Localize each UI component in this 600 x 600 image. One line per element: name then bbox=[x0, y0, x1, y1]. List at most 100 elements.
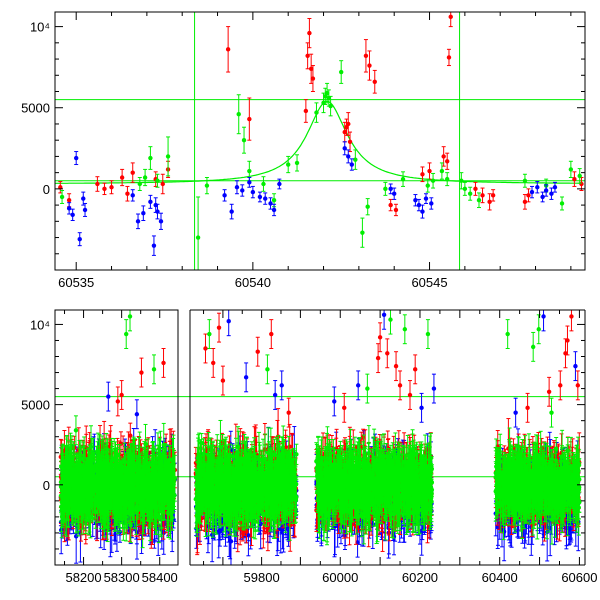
data-point-green bbox=[286, 162, 290, 166]
data-point-green bbox=[440, 169, 444, 173]
data-point-green bbox=[314, 110, 318, 114]
data-point-blue bbox=[429, 201, 433, 205]
data-point-blue bbox=[540, 195, 544, 199]
data-point-green bbox=[295, 161, 299, 165]
data-point-blue bbox=[424, 196, 428, 200]
data-point-red bbox=[427, 169, 431, 173]
data-point-red bbox=[161, 182, 165, 186]
data-point-blue bbox=[251, 190, 255, 194]
data-point-green bbox=[242, 138, 246, 142]
data-point-green bbox=[477, 198, 481, 202]
data-point-green bbox=[143, 175, 147, 179]
data-point-green bbox=[205, 183, 209, 187]
data-point-red bbox=[311, 76, 315, 80]
data-point-blue bbox=[70, 213, 74, 217]
data-point-blue bbox=[535, 185, 539, 189]
data-point-blue bbox=[136, 219, 140, 223]
data-point-green bbox=[261, 182, 265, 186]
x-tick-label: 60535 bbox=[58, 275, 94, 290]
data-point-red bbox=[247, 117, 251, 121]
data-point-green bbox=[247, 169, 251, 173]
bottom-panel-full-lightcurve: 58200 58300 58400 59800 60000 60200 60400 60600… bbox=[21, 300, 597, 585]
top-plot-frame bbox=[55, 12, 585, 270]
data-point-green bbox=[569, 167, 573, 171]
data-point-green bbox=[237, 112, 241, 116]
data-point-green bbox=[431, 179, 435, 183]
data-point-blue bbox=[247, 180, 251, 184]
data-point-blue bbox=[78, 237, 82, 241]
data-point-red bbox=[131, 170, 135, 174]
data-point-green bbox=[166, 154, 170, 158]
top-plot-area bbox=[55, 7, 585, 278]
data-point-green bbox=[426, 183, 430, 187]
data-point-blue bbox=[258, 195, 262, 199]
data-point-blue bbox=[392, 192, 396, 196]
top-panel-zoom-lightcurve: 60535 60540 60545 0 5000 10⁴ bbox=[21, 7, 585, 290]
data-point-blue bbox=[388, 187, 392, 191]
data-point-blue bbox=[229, 209, 233, 213]
data-point-blue bbox=[131, 193, 135, 197]
data-point-green bbox=[196, 235, 200, 239]
data-point-red bbox=[388, 203, 392, 207]
data-point-blue bbox=[235, 185, 239, 189]
data-point-red bbox=[304, 109, 308, 113]
data-point-blue bbox=[413, 198, 417, 202]
data-point-red bbox=[226, 47, 230, 51]
data-point-blue bbox=[83, 208, 87, 212]
data-point-green bbox=[339, 70, 343, 74]
data-point-red bbox=[491, 193, 495, 197]
data-point-green bbox=[155, 179, 159, 183]
data-point-blue bbox=[277, 182, 281, 186]
data-point-blue bbox=[159, 219, 163, 223]
data-point-red bbox=[373, 80, 377, 84]
data-point-blue bbox=[152, 243, 156, 247]
x-tick-label: 60540 bbox=[235, 275, 271, 290]
data-point-red bbox=[95, 182, 99, 186]
data-point-red bbox=[441, 154, 445, 158]
data-point-red bbox=[307, 31, 311, 35]
data-point-red bbox=[526, 193, 530, 197]
data-point-blue bbox=[530, 190, 534, 194]
y-tick-label: 10⁴ bbox=[30, 20, 50, 35]
data-point-blue bbox=[74, 156, 78, 160]
data-point-red bbox=[367, 63, 371, 67]
data-point-red bbox=[449, 15, 453, 19]
data-point-green bbox=[523, 179, 527, 183]
data-point-green bbox=[560, 201, 564, 205]
y-tick-label: 0 bbox=[43, 182, 50, 197]
data-point-red bbox=[67, 198, 71, 202]
data-point-green bbox=[366, 205, 370, 209]
data-point-green bbox=[138, 182, 142, 186]
data-point-red bbox=[447, 55, 451, 59]
data-point-green bbox=[60, 195, 64, 199]
data-point-green bbox=[578, 174, 582, 178]
data-point-blue bbox=[346, 154, 350, 158]
data-point-blue bbox=[263, 196, 267, 200]
data-point-red bbox=[394, 208, 398, 212]
data-point-red bbox=[102, 187, 106, 191]
y-tick-label: 5000 bbox=[21, 101, 50, 116]
data-point-red bbox=[109, 185, 113, 189]
data-point-blue bbox=[222, 193, 226, 197]
data-point-red bbox=[364, 54, 368, 58]
data-point-blue bbox=[148, 200, 152, 204]
data-point-blue bbox=[268, 201, 272, 205]
data-point-blue bbox=[272, 208, 276, 212]
data-point-red bbox=[125, 192, 129, 196]
data-point-blue bbox=[240, 188, 244, 192]
data-point-red bbox=[480, 193, 484, 197]
data-point-green bbox=[383, 187, 387, 191]
data-point-green bbox=[468, 192, 472, 196]
data-point-red bbox=[445, 159, 449, 163]
data-point-green bbox=[148, 156, 152, 160]
data-point-red bbox=[346, 122, 350, 126]
x-tick-label: 60545 bbox=[411, 275, 447, 290]
data-point-green bbox=[401, 177, 405, 181]
data-point-blue bbox=[141, 211, 145, 215]
bottom-plot-area bbox=[55, 300, 585, 569]
data-point-green bbox=[328, 104, 332, 108]
data-point-blue bbox=[544, 188, 548, 192]
data-point-blue bbox=[350, 162, 354, 166]
data-point-red bbox=[120, 175, 124, 179]
data-point-blue bbox=[553, 185, 557, 189]
